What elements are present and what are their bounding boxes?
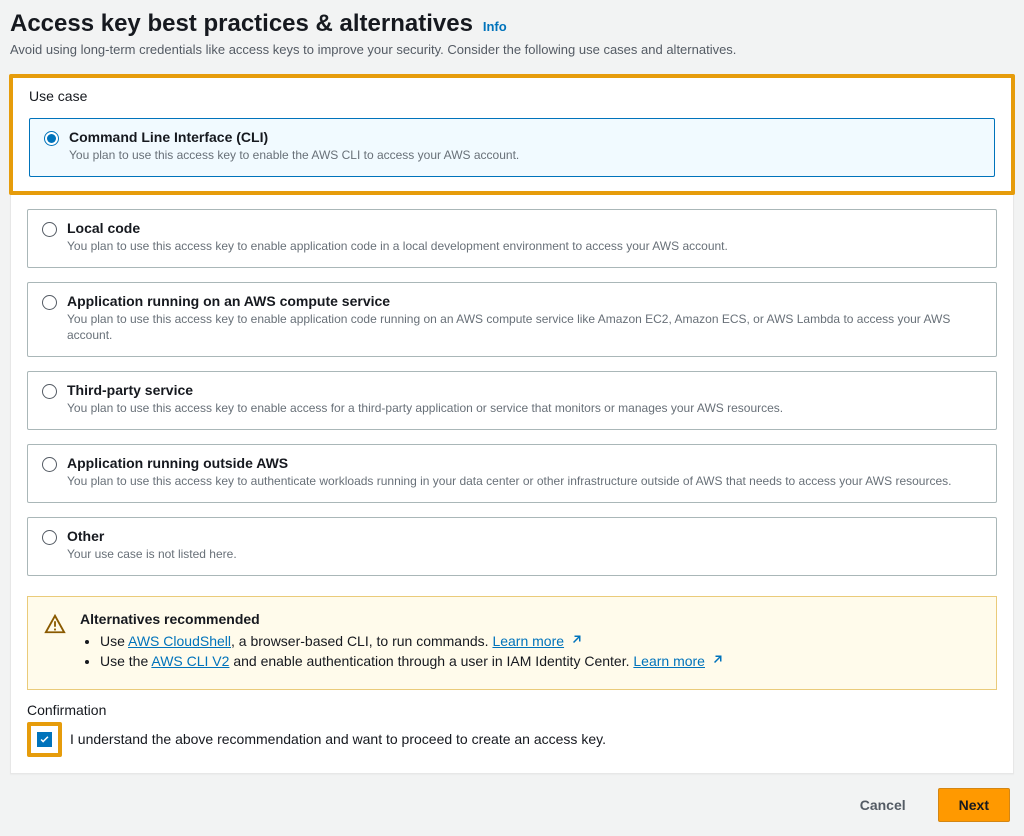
option-title: Application running outside AWS <box>67 455 982 471</box>
option-title: Application running on an AWS compute se… <box>67 293 982 309</box>
option-desc: You plan to use this access key to enabl… <box>67 311 982 345</box>
link-cli-v2[interactable]: AWS CLI V2 <box>151 653 229 669</box>
alert-item-1: Use AWS CloudShell, a browser-based CLI,… <box>100 633 723 649</box>
option-compute-service[interactable]: Application running on an AWS compute se… <box>27 282 997 358</box>
footer: Cancel Next <box>0 774 1024 836</box>
confirmation-block: Confirmation I understand the above reco… <box>11 702 1013 773</box>
link-cloudshell[interactable]: AWS CloudShell <box>128 633 231 649</box>
option-title: Local code <box>67 220 982 236</box>
option-title: Third-party service <box>67 382 982 398</box>
main-panel: Use case Command Line Interface (CLI) Yo… <box>10 75 1014 774</box>
alternatives-alert: Alternatives recommended Use AWS CloudSh… <box>27 596 997 690</box>
option-desc: You plan to use this access key to enabl… <box>67 238 982 255</box>
next-button[interactable]: Next <box>938 788 1010 822</box>
option-desc: You plan to use this access key to enabl… <box>67 400 982 417</box>
confirmation-text: I understand the above recommendation an… <box>70 731 606 747</box>
option-title: Command Line Interface (CLI) <box>69 129 980 145</box>
alert-body: Alternatives recommended Use AWS CloudSh… <box>80 611 723 673</box>
radio-local-code[interactable] <box>42 222 57 237</box>
checkbox-highlight <box>27 722 62 757</box>
radio-cli[interactable] <box>44 131 59 146</box>
use-case-highlight: Use case Command Line Interface (CLI) Yo… <box>9 74 1015 195</box>
alert-item-2: Use the AWS CLI V2 and enable authentica… <box>100 653 723 669</box>
option-desc: You plan to use this access key to authe… <box>67 473 982 490</box>
radio-outside-aws[interactable] <box>42 457 57 472</box>
option-outside-aws[interactable]: Application running outside AWS You plan… <box>27 444 997 503</box>
page-header: Access key best practices & alternatives… <box>0 0 1024 63</box>
confirmation-label: Confirmation <box>27 702 997 718</box>
radio-third-party[interactable] <box>42 384 57 399</box>
radio-compute-service[interactable] <box>42 295 57 310</box>
page-title: Access key best practices & alternatives <box>10 10 473 37</box>
option-local-code[interactable]: Local code You plan to use this access k… <box>27 209 997 268</box>
external-link-icon <box>707 653 723 669</box>
option-third-party[interactable]: Third-party service You plan to use this… <box>27 371 997 430</box>
external-link-icon <box>566 633 582 649</box>
option-desc: You plan to use this access key to enabl… <box>69 147 980 164</box>
option-title: Other <box>67 528 982 544</box>
option-other[interactable]: Other Your use case is not listed here. <box>27 517 997 576</box>
page-subtitle: Avoid using long-term credentials like a… <box>10 42 1014 57</box>
confirm-checkbox[interactable] <box>37 732 52 747</box>
radio-other[interactable] <box>42 530 57 545</box>
use-case-label: Use case <box>29 88 995 104</box>
option-desc: Your use case is not listed here. <box>67 546 982 563</box>
info-link[interactable]: Info <box>483 19 507 34</box>
alert-title: Alternatives recommended <box>80 611 723 627</box>
warning-icon <box>44 613 66 673</box>
cancel-button[interactable]: Cancel <box>840 788 926 822</box>
learn-more-link[interactable]: Learn more <box>492 633 564 649</box>
option-cli[interactable]: Command Line Interface (CLI) You plan to… <box>29 118 995 177</box>
learn-more-link[interactable]: Learn more <box>633 653 705 669</box>
